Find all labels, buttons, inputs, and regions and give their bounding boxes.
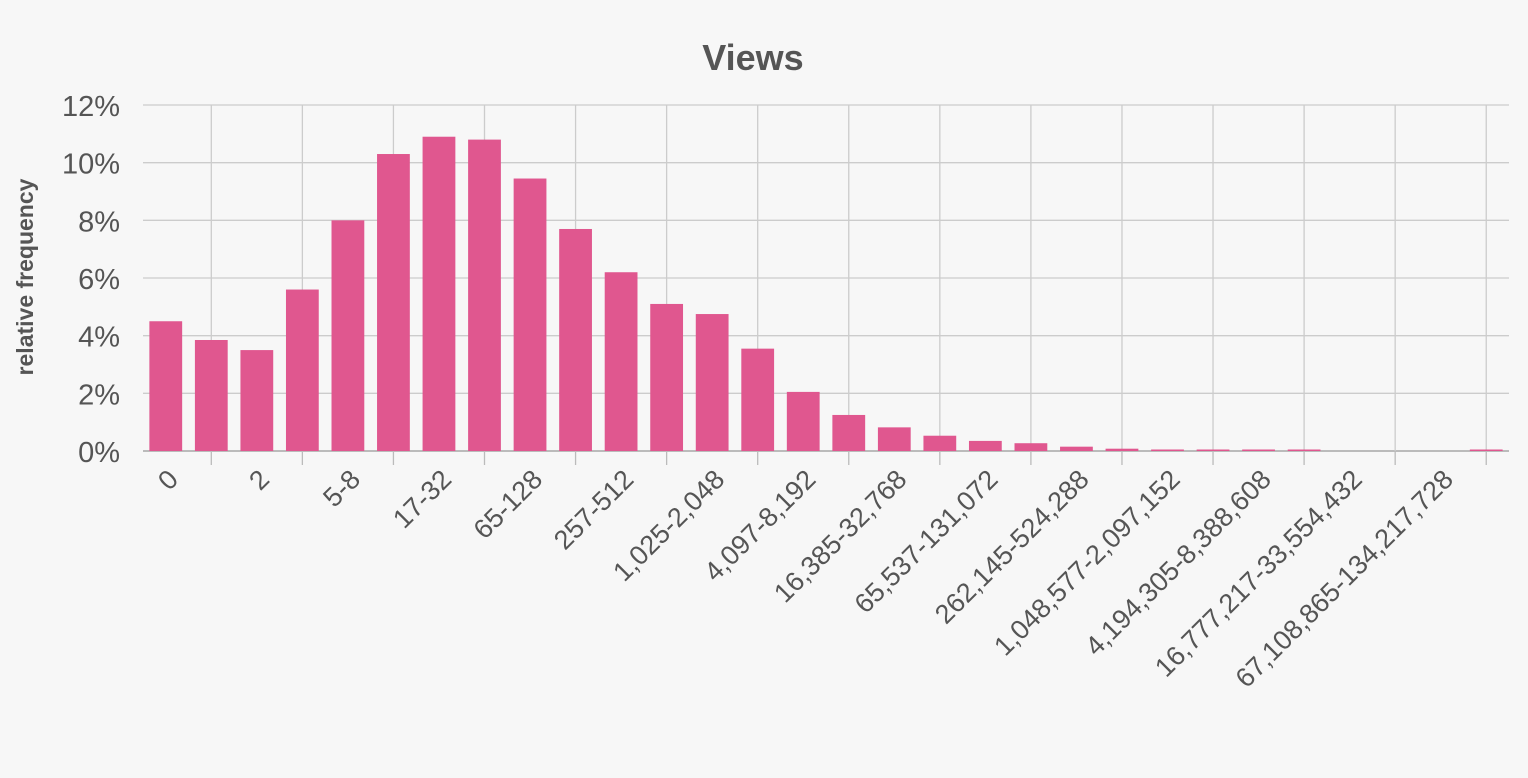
histogram-bar[interactable]: 8,388,609-16,777,216: 0.03% — [1287, 449, 1321, 452]
y-tick-label: 6% — [78, 264, 120, 296]
histogram-bar[interactable]: 4,194,305-8,388,608: 0.03% — [1242, 449, 1275, 452]
histogram-bar[interactable]: 3-4: 5.6% — [285, 289, 319, 451]
histogram-bar[interactable]: 2: 3.5% — [240, 350, 274, 451]
y-axis-ticks: 0% 2% 4% 6% 8% 10% 12% — [62, 91, 120, 469]
y-tick-label: 4% — [78, 322, 120, 354]
x-tick-label: 0 — [152, 464, 184, 496]
x-tick-label: 17-32 — [387, 464, 457, 534]
histogram-bar[interactable]: 5-8: 8% — [331, 220, 365, 451]
histogram-bar[interactable]: 8,193-16,384: 1.25% — [832, 414, 866, 451]
histogram-bar[interactable]: 65-128: 9.45% — [513, 178, 547, 451]
histogram-bar[interactable]: 513-1,024: 5.1% — [650, 303, 684, 451]
histogram-bar[interactable]: 262,145-524,288: 0.15% — [1060, 446, 1093, 451]
histogram-bar[interactable]: 33-64: 10.8% — [468, 139, 501, 451]
histogram-bar[interactable]: 257-512: 6.2% — [604, 272, 638, 451]
x-tick-label: 65-128 — [468, 464, 549, 545]
histogram-bar[interactable]: 131,073-262,144: 0.27% — [1014, 443, 1048, 451]
histogram-bar[interactable]: 16,385-32,768: 0.82% — [877, 427, 911, 451]
histogram-bar[interactable]: 65,537-131,072: 0.35% — [968, 440, 1002, 451]
histogram-bar[interactable]: 17-32: 10.9% — [422, 136, 456, 451]
histogram-bar[interactable]: 129-256: 7.7% — [559, 228, 592, 451]
y-tick-label: 8% — [78, 206, 120, 238]
histogram-bar[interactable]: 4,097-8,192: 2.05% — [786, 391, 820, 451]
histogram-bar[interactable]: 1: 3.85% — [194, 339, 228, 451]
histogram-bar[interactable]: 9-16: 10.3% — [377, 154, 410, 451]
y-tick-label: 0% — [78, 437, 120, 469]
histogram-bar[interactable]: 32,769-65,536: 0.53% — [923, 435, 957, 451]
chart-title: Views — [702, 37, 803, 78]
x-axis-ticks: 0 2 5-8 17-32 65-128 257-5121,025-2,0484,097-… — [152, 464, 1459, 693]
bars: 0: 4.5% 1: 3.85% 2: 3.5% 3-4: 5.6% 5-8: 8% 9-… — [149, 136, 1503, 452]
histogram-bar[interactable]: 1,048,577-2,097,152: 0.03% — [1151, 449, 1184, 452]
x-tick-label: 257-512 — [548, 464, 639, 555]
histogram-bar[interactable]: 0: 4.5% — [149, 321, 183, 451]
y-tick-label: 2% — [78, 379, 120, 411]
x-tick-label: 5-8 — [317, 464, 366, 513]
x-tick-label: 2 — [243, 464, 275, 496]
y-tick-label: 12% — [62, 91, 120, 123]
x-tick-label: 262,145-524,288 — [929, 464, 1095, 630]
histogram-bar[interactable]: 1,025-2,048: 4.75% — [695, 314, 729, 451]
histogram-bar[interactable]: 2,097,153-4,194,304: 0.04% — [1196, 449, 1230, 452]
y-tick-label: 10% — [62, 149, 120, 181]
histogram-bar[interactable]: 2,049-4,096: 3.55% — [741, 348, 775, 451]
y-axis-label: relative frequency — [12, 178, 38, 375]
histogram-bar[interactable]: 134,217,729-268,435,456: 0.05% — [1469, 449, 1503, 452]
histogram-bar[interactable]: 524,289-1,048,576: 0.08% — [1105, 448, 1139, 451]
